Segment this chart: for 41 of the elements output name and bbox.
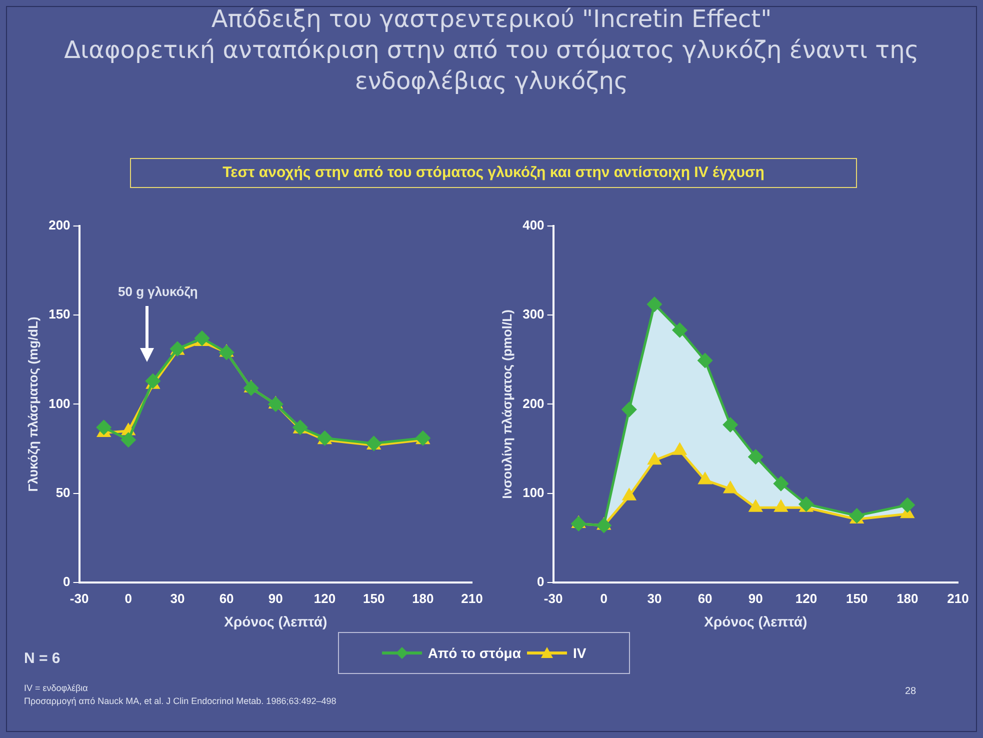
chart-title: Απόδειξη του γαστρεντερικού "Incretin Effect" Διαφορετική ανταπόκριση στην από του στόματος γλυκόζη έναντι της ενδοφλέβιας γλυκόζης: [63, 4, 920, 97]
y-axis-title: Ινσουλίνη πλάσματος (pmol/L): [499, 310, 514, 499]
x-axis-title: Χρόνος (λεπτά): [704, 613, 808, 630]
y-tick-label: 100: [48, 396, 70, 411]
annotation: 50 g γλυκόζη: [118, 284, 198, 299]
y-tick-label: 150: [48, 306, 70, 322]
x-tick-label: -30: [544, 590, 563, 606]
y-tick-label: 400: [522, 217, 544, 232]
x-tick-label: 0: [600, 590, 608, 606]
y-tick-label: 0: [63, 574, 70, 590]
text: IV = ενδοφλέβια: [24, 683, 88, 693]
x-tick-label: 30: [647, 590, 662, 606]
y-tick-label: 50: [56, 484, 70, 500]
x-tick-label: 90: [268, 590, 283, 606]
text: 28: [905, 686, 916, 697]
legend-label: Από το στόμα: [428, 645, 521, 661]
y-tick-label: 200: [48, 217, 70, 232]
chart-subtitle: Τεστ ανοχής στην από του στόματος γλυκόζη και στην αντίστοιχη IV έγχυση: [130, 158, 857, 188]
x-tick-label: 180: [412, 590, 434, 606]
x-tick-label: 120: [314, 590, 336, 606]
y-tick-label: 0: [537, 574, 544, 590]
text: N = 6: [24, 650, 60, 667]
x-tick-label: 120: [795, 590, 818, 606]
y-tick-label: 300: [522, 306, 544, 322]
x-tick-label: 60: [219, 590, 234, 606]
x-tick-label: 150: [846, 590, 868, 606]
x-tick-label: 0: [124, 590, 132, 606]
x-tick-label: 180: [896, 590, 918, 606]
x-tick-label: 210: [461, 590, 483, 606]
x-axis-title: Χρόνος (λεπτά): [224, 613, 328, 630]
x-tick-label: 60: [698, 590, 712, 606]
legend-label: IV: [572, 645, 586, 661]
x-tick-label: 30: [170, 590, 185, 606]
x-tick-label: 90: [748, 590, 763, 606]
y-tick-label: 200: [522, 396, 544, 411]
x-tick-label: 150: [362, 590, 385, 606]
text: Προσαρμογή από Nauck MA, et al. J Clin Endocrinol Metab. 1986;63:492–498: [24, 696, 336, 706]
y-tick-label: 100: [522, 484, 544, 500]
x-tick-label: -30: [70, 590, 89, 606]
x-tick-label: 210: [947, 590, 969, 606]
y-axis-title: Γλυκόζη πλάσματος (mg/dL): [25, 316, 40, 492]
